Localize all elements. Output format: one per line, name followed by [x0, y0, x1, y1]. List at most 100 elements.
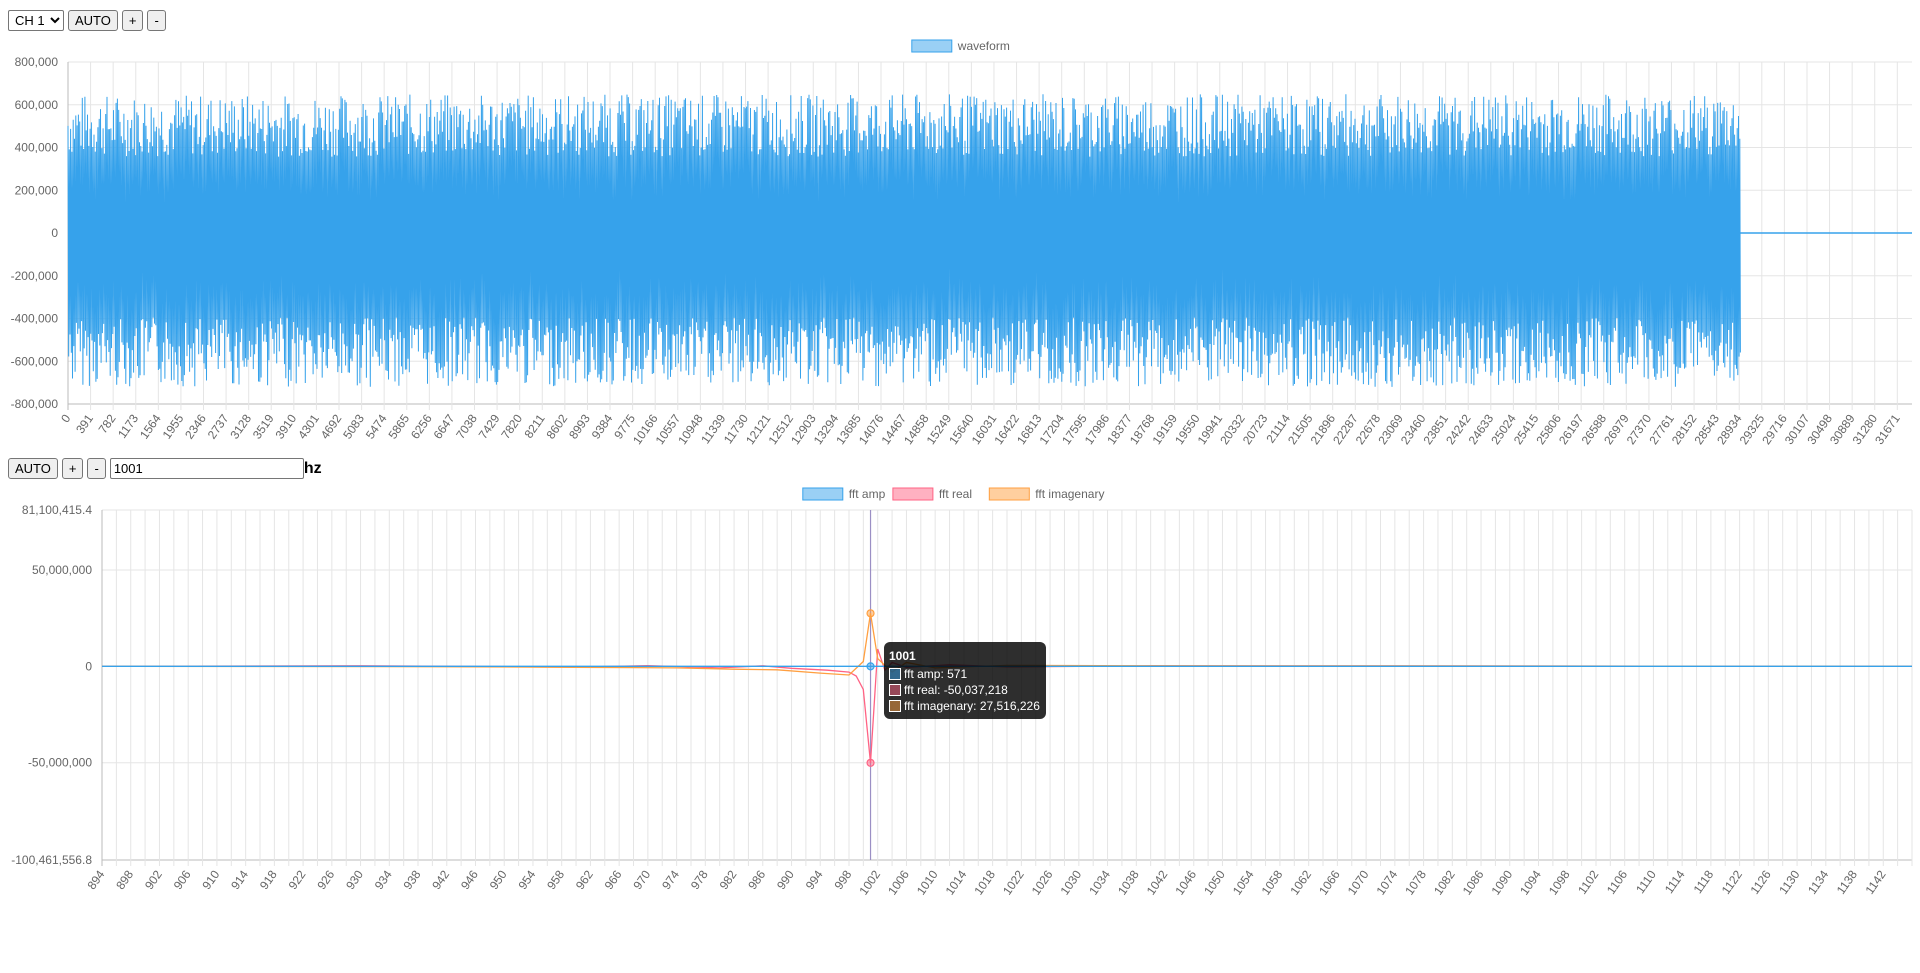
tooltip-row-fft-imag: fft imagenary: 27,516,226 — [889, 698, 1040, 714]
x-tick-label: 922 — [286, 867, 309, 892]
x-tick-label: 5083 — [340, 411, 367, 441]
tooltip-row-fft-real: fft real: -50,037,218 — [889, 682, 1040, 698]
x-tick-label: 946 — [458, 867, 481, 892]
x-tick-label: 1022 — [1000, 867, 1027, 897]
legend-label: fft imagenary — [1035, 487, 1104, 501]
x-tick-label: 970 — [630, 867, 653, 892]
y-tick-label: 600,000 — [15, 98, 59, 112]
x-tick-label: 7820 — [498, 411, 525, 441]
x-tick-label: 1026 — [1029, 867, 1056, 897]
x-tick-label: 1134 — [1805, 867, 1831, 896]
y-tick-label: -100,461,556.8 — [11, 853, 92, 867]
x-tick-label: 950 — [487, 867, 510, 892]
tooltip-row-fft-amp: fft amp: 571 — [889, 666, 1040, 682]
x-tick-label: 914 — [228, 867, 251, 892]
x-tick-label: 1070 — [1345, 867, 1372, 897]
y-tick-label: 800,000 — [15, 55, 59, 69]
fft-chart: fft amp fft real fft imagenary 81,100,415.4… — [11, 487, 1913, 898]
x-tick-label: 1058 — [1259, 867, 1286, 897]
waveform-zoom-in-button[interactable]: + — [121, 10, 144, 31]
x-tick-label: 1122 — [1719, 867, 1745, 896]
x-tick-label: 1106 — [1604, 867, 1630, 896]
x-tick-label: 3910 — [273, 411, 300, 441]
x-tick-label: 974 — [659, 867, 682, 892]
x-tick-label: 1010 — [914, 867, 941, 897]
legend-label: fft real — [939, 487, 972, 501]
legend-label: fft amp — [849, 487, 886, 501]
x-tick-label: 978 — [688, 867, 711, 892]
x-tick-label: 1098 — [1546, 867, 1573, 897]
hover-point-fft-imagenary — [866, 609, 875, 618]
x-tick-label: 942 — [429, 867, 452, 892]
x-tick-label: 982 — [717, 867, 740, 892]
tooltip-fft-amp: fft amp: 571 — [904, 667, 968, 681]
x-tick-label: 1102 — [1575, 867, 1601, 896]
x-tick-label: 5865 — [385, 411, 412, 441]
y-tick-label: -400,000 — [11, 312, 59, 326]
x-tick-label: 966 — [602, 867, 625, 892]
waveform-chart: waveform 800,000 600,000 400,000 200,000 0 -20… — [11, 39, 1912, 447]
x-tick-label: 958 — [544, 867, 567, 892]
x-tick-label: 898 — [113, 867, 136, 892]
x-tick-label: 1118 — [1691, 867, 1717, 896]
x-tick-label: 1955 — [160, 411, 187, 441]
x-tick-label: 1030 — [1057, 867, 1084, 897]
tooltip-title: 1001 — [889, 649, 916, 663]
tooltip-fft-imag: fft imagenary: 27,516,226 — [904, 699, 1040, 713]
x-tick-label: 0 — [58, 411, 73, 425]
legend-swatch — [892, 487, 934, 501]
x-tick-label: 1046 — [1172, 867, 1199, 897]
fft-imag-swatch — [889, 700, 901, 712]
legend-swatch — [911, 39, 953, 53]
x-tick-label: 1050 — [1201, 867, 1228, 897]
x-tick-label: 930 — [343, 867, 366, 892]
x-tick-label: 894 — [84, 867, 107, 892]
frequency-input[interactable] — [109, 458, 304, 479]
y-tick-label: 81,100,415.4 — [22, 503, 92, 517]
waveform-auto-button[interactable]: AUTO — [68, 10, 118, 31]
y-tick-label: 50,000,000 — [32, 563, 92, 577]
x-tick-label: 918 — [257, 867, 280, 892]
x-tick-label: 8993 — [566, 411, 593, 441]
x-tick-label: 20723 — [1240, 411, 1271, 447]
y-tick-label: -50,000,000 — [28, 756, 92, 770]
x-tick-label: 1014 — [943, 867, 970, 897]
channel-select[interactable]: CH 1 — [8, 10, 64, 31]
x-tick-label: 1110 — [1633, 867, 1659, 896]
x-tick-label: 990 — [774, 867, 797, 892]
x-tick-label: 1086 — [1460, 867, 1487, 897]
channel-controls: CH 1 AUTO + - — [8, 10, 166, 31]
x-tick-label: 1002 — [856, 867, 883, 897]
x-tick-label: 1114 — [1662, 867, 1688, 896]
x-tick-label: 994 — [803, 867, 826, 892]
y-tick-label: -600,000 — [11, 354, 59, 368]
x-tick-label: 6256 — [408, 411, 435, 441]
fft-zoom-out-button[interactable]: - — [87, 458, 106, 479]
x-tick-label: 1138 — [1834, 867, 1860, 896]
x-tick-label: 962 — [573, 867, 596, 892]
x-tick-label: 2346 — [182, 411, 209, 441]
x-tick-label: 1126 — [1748, 867, 1774, 896]
fft-auto-button[interactable]: AUTO — [8, 458, 58, 479]
x-tick-label: 3519 — [250, 411, 277, 441]
x-tick-label: 998 — [831, 867, 854, 892]
hover-point-fft-amp — [866, 662, 875, 671]
x-tick-label: 1090 — [1488, 867, 1515, 897]
waveform-zoom-out-button[interactable]: - — [147, 10, 166, 31]
fft-amp-swatch — [889, 668, 901, 680]
x-tick-label: 8211 — [521, 411, 547, 440]
frequency-unit-label: hz — [303, 459, 322, 477]
x-tick-label: 31671 — [1872, 411, 1903, 447]
x-tick-label: 1062 — [1287, 867, 1314, 897]
y-tick-label: -800,000 — [11, 397, 59, 411]
legend-swatch — [802, 487, 844, 501]
fft-zoom-in-button[interactable]: + — [61, 458, 84, 479]
x-tick-label: 1038 — [1115, 867, 1142, 897]
x-tick-label: 902 — [142, 867, 165, 892]
x-tick-label: 4692 — [318, 411, 345, 441]
fft-real-swatch — [889, 684, 901, 696]
waveform-series-line — [67, 94, 1741, 387]
x-tick-label: 938 — [401, 867, 424, 892]
x-tick-label: 7429 — [476, 411, 503, 441]
fft-controls: AUTO + - hz — [8, 458, 322, 479]
